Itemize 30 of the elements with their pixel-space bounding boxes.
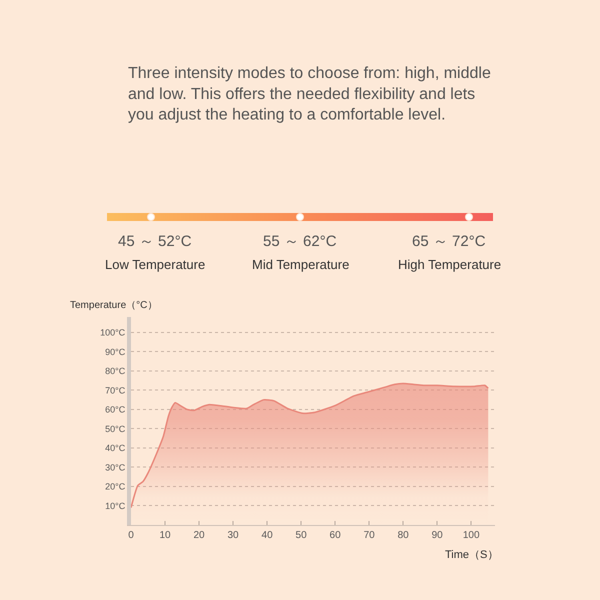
y-tick-label: 50°C xyxy=(105,424,126,434)
y-tick-label: 70°C xyxy=(105,385,126,396)
text: Mid Temperature xyxy=(252,257,350,272)
y-tick-label: 40°C xyxy=(105,443,126,454)
x-tick-label: 70 xyxy=(364,530,376,541)
x-tick-label: 0 xyxy=(128,530,134,541)
x-tick-label: 60 xyxy=(330,530,342,541)
text: 65 ～ 72°C xyxy=(412,233,486,250)
text: 45 ～ 52°C xyxy=(118,233,192,250)
x-tick-label: 20 xyxy=(193,530,206,541)
x-tick-label: 50 xyxy=(296,530,308,541)
text: High Temperature xyxy=(398,257,502,272)
x-tick-label: 80 xyxy=(398,530,410,541)
y-axis-title: Temperature（°C） xyxy=(70,300,158,311)
y-tick-label: 90°C xyxy=(105,346,126,357)
y-tick-label: 30°C xyxy=(105,462,126,472)
x-tick-label: 40 xyxy=(262,530,274,541)
x-tick-label: 100 xyxy=(462,530,480,541)
y-tick-label: 100°C xyxy=(100,328,126,338)
y-tick-label: 80°C xyxy=(105,366,126,376)
chart-title: Three intensity modes to choose from: high, middle and low. This offers the needed flexibility and lets you adjust the heating to a comfortable level. xyxy=(128,65,491,124)
x-axis-title: Time（S） xyxy=(445,549,498,561)
y-tick-label: 60°C xyxy=(105,404,126,415)
text: 55 ～ 62°C xyxy=(263,233,337,250)
x-tick-label: 90 xyxy=(432,530,444,541)
x-tick-label: 10 xyxy=(159,530,172,541)
text: Low Temperature xyxy=(105,257,206,272)
y-tick-label: 10°C xyxy=(105,500,126,511)
x-tick-label: 30 xyxy=(227,530,240,541)
y-tick-label: 20°C xyxy=(105,482,126,492)
